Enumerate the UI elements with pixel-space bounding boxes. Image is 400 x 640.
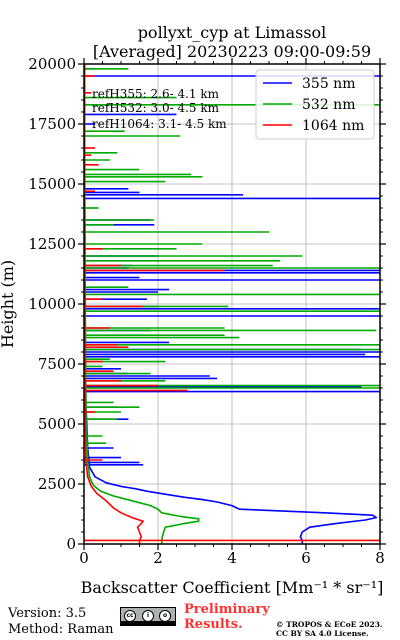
x-tick-label: 8 [375,549,385,567]
legend: 355 nm 532 nm 1064 nm [255,69,375,140]
y-tick-label: 20000 [28,55,76,73]
preliminary-line-1: Preliminary [184,602,270,617]
version-text: Version: 3.5 [8,606,87,621]
preliminary-notice: Preliminary Results. [184,602,284,632]
method-text: Method: Raman [8,622,114,637]
license-bar [121,621,175,625]
copyright-notice: © TROPOS & ECoE 2023. CC BY SA 4.0 Licen… [276,620,398,638]
legend-label-355: 355 nm [302,76,355,92]
legend-box [255,69,375,140]
series-layer [84,64,380,544]
y-tick-label: 17500 [28,115,76,133]
cc-license-badge: cc i o [120,607,176,626]
y-tick-label: 7500 [38,355,76,373]
series-532-profile [84,64,200,544]
x-tick-label: 0 [79,549,89,567]
preliminary-line-2: Results. [184,617,243,632]
ref-height-1064: refH1064: 3.1- 4.5 km [92,117,227,131]
ref-height-355: refH355: 2.6- 4.1 km [92,87,220,101]
x-axis-label: Backscatter Coefficient [Mm⁻¹ * sr⁻¹] [81,578,384,597]
y-tick-label: 10000 [28,295,76,313]
x-tick-label: 4 [227,549,237,567]
series-1064-profile [84,64,144,544]
chart-subtitle: [Averaged] 20230223 09:00-09:59 [93,42,371,61]
grid-lines [83,63,381,545]
x-tick-label: 6 [301,549,311,567]
plot-frame [83,63,381,545]
y-tick-label: 2500 [38,475,76,493]
y-tick-label: 5000 [38,415,76,433]
y-axis-label: Height (m) [0,260,17,348]
legend-label-532: 532 nm [302,97,355,113]
y-tick-label: 12500 [28,235,76,253]
y-tick-label: 0 [66,535,76,553]
copyright-line-1: © TROPOS & ECoE 2023. [276,620,383,629]
y-tick-label: 15000 [28,175,76,193]
series-1064-group [84,64,380,544]
x-tick-label: 2 [153,549,163,567]
legend-label-1064: 1064 nm [302,118,364,134]
copyright-line-2: CC BY SA 4.0 License. [276,629,369,638]
chart-title: pollyxt_cyp at Limassol [138,23,327,42]
ref-height-532: refH532: 3.0- 4.5 km [92,101,220,115]
